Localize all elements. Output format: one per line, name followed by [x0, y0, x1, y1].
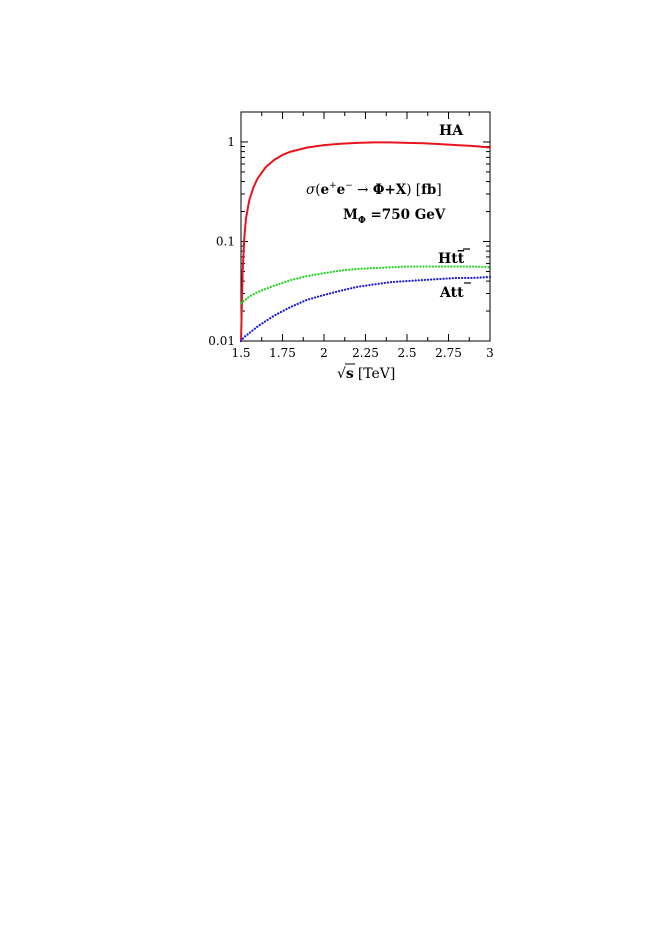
series-label-htt: Htt — [438, 251, 465, 267]
plot-frame — [240, 111, 491, 342]
series-label-ha: HA — [439, 123, 464, 139]
series-att-curve — [239, 275, 492, 343]
y-tick-labels: 0.01 0.1 1 — [208, 135, 235, 348]
y-tick-label: 0.01 — [208, 334, 235, 348]
y-tick-label: 0.1 — [216, 234, 235, 248]
x-tick-label: 2.25 — [352, 346, 379, 360]
annotation-cross-section: σ(e+e− → Φ+X) [fb] — [306, 181, 442, 198]
ticks — [240, 111, 491, 342]
x-tick-labels: 1.5 1.75 2 2.25 2.5 2.75 3 — [231, 346, 493, 360]
x-tick-label: 2.75 — [435, 346, 462, 360]
series-label-att: Att — [439, 285, 464, 301]
tbar-char: t — [458, 251, 465, 267]
series-htt-curve — [239, 265, 492, 305]
curves — [239, 141, 492, 343]
series-ha-curve — [240, 141, 491, 342]
x-axis-title: √s [TeV] — [337, 366, 395, 382]
x-tick-label: 2 — [320, 346, 328, 360]
x-tick-label: 1.5 — [231, 346, 250, 360]
x-tick-label: 2.5 — [397, 346, 416, 360]
x-tick-label: 3 — [486, 346, 494, 360]
x-tick-label: 1.75 — [269, 346, 296, 360]
y-tick-label: 1 — [227, 135, 235, 149]
tbar-char: t — [457, 285, 464, 301]
annotation-mass: MΦ =750 GeV — [343, 207, 446, 226]
